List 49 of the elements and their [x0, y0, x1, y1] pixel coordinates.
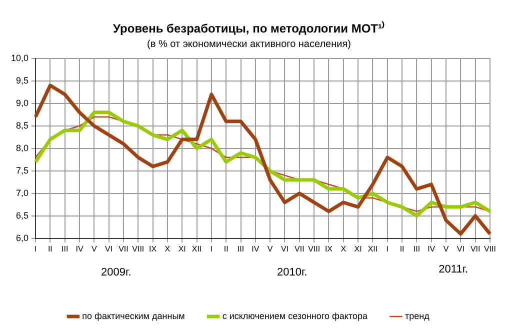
x-tick-label: VI: [280, 244, 289, 254]
x-tick-label: X: [164, 244, 171, 254]
chart-subtitle: (в % от экономически активного населения): [147, 39, 351, 50]
chart-title: Уровень безработицы, по методологии МОТ¹⁾: [113, 20, 385, 36]
x-tick-label: I: [386, 244, 388, 254]
x-tick-label: VIII: [308, 244, 320, 254]
x-tick-label: VII: [118, 244, 128, 254]
y-tick-label: 8,5: [16, 120, 29, 130]
x-tick-label: V: [443, 244, 450, 254]
x-tick-label: III: [413, 244, 420, 254]
text: 2009г.: [101, 266, 132, 278]
x-tick-label: II: [48, 244, 52, 254]
y-tick-label: 10,0: [10, 52, 29, 63]
x-tick-label: VII: [294, 244, 304, 254]
x-tick-label: IX: [149, 244, 158, 254]
x-tick-label: VI: [456, 244, 464, 254]
y-tick-label: 9,5: [16, 75, 29, 86]
x-tick-label: III: [237, 244, 244, 254]
x-tick-label: IV: [252, 244, 260, 254]
y-tick-label: 7,5: [16, 165, 29, 176]
x-tick-label: I: [210, 244, 213, 254]
y-tick-label: 9,0: [16, 98, 29, 108]
x-tick-label: X: [340, 244, 347, 254]
legend-label: с исключением сезонного фактора: [222, 310, 368, 321]
x-tick-label: IX: [324, 244, 334, 254]
x-tick-label: IV: [76, 244, 84, 254]
x-tick-label: II: [224, 244, 228, 254]
x-tick-label: II: [400, 244, 404, 254]
legend-label: по фактическим данным: [82, 310, 185, 321]
x-tick-label: XII: [368, 244, 378, 254]
x-tick-label: VII: [470, 244, 480, 254]
text: 2010г.: [276, 266, 308, 278]
x-tick-label: I: [34, 244, 37, 254]
x-tick-label: VIII: [132, 244, 144, 254]
x-tick-label: VIII: [484, 244, 496, 254]
x-tick-label: III: [62, 244, 68, 254]
y-tick-label: 6,5: [16, 210, 29, 220]
x-tick-label: IV: [428, 244, 436, 254]
x-tick-label: V: [91, 244, 98, 254]
y-tick-label: 6,0: [16, 232, 29, 243]
x-tick-label: VI: [105, 244, 113, 254]
y-tick-label: 8,0: [16, 142, 29, 153]
legend-label: тренд: [404, 310, 430, 321]
y-tick-label: 7,0: [16, 188, 29, 198]
x-tick-label: XI: [178, 244, 186, 254]
text: 2011г.: [438, 263, 468, 276]
x-tick-label: V: [267, 244, 274, 254]
x-tick-label: XII: [192, 244, 202, 254]
x-tick-label: XI: [354, 244, 362, 254]
